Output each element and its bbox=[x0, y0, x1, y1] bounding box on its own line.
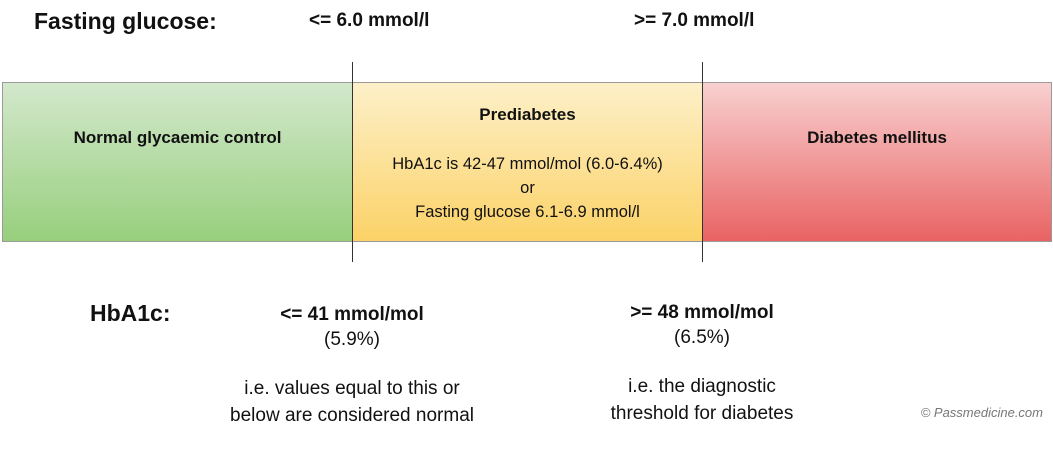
hba1c-normal-note-line2: below are considered normal bbox=[230, 405, 474, 426]
hba1c-title: HbA1c: bbox=[90, 300, 171, 326]
band-prediabetes-label: Prediabetes bbox=[479, 105, 576, 124]
hba1c-normal-note-line1: i.e. values equal to this or bbox=[244, 378, 460, 399]
prediabetes-hba1c-range: HbA1c is 42-47 mmol/mol (6.0-6.4%) bbox=[392, 155, 663, 173]
fasting-glucose-diabetes-threshold: >= 7.0 mmol/l bbox=[634, 10, 755, 31]
hba1c-normal-note: i.e. values equal to this or below are c… bbox=[182, 375, 522, 429]
hba1c-diabetes-percent: (6.5%) bbox=[674, 327, 730, 348]
prediabetes-or: or bbox=[520, 179, 535, 197]
hba1c-diabetes-block: >= 48 mmol/mol (6.5%) i.e. the diagnosti… bbox=[532, 301, 872, 427]
threshold-line-normal bbox=[352, 62, 353, 262]
copyright-notice: © Passmedicine.com bbox=[920, 405, 1043, 420]
hba1c-diabetes-value: >= 48 mmol/mol bbox=[630, 302, 774, 323]
band-diabetes-label: Diabetes mellitus bbox=[807, 128, 947, 147]
band-prediabetes: Prediabetes HbA1c is 42-47 mmol/mol (6.0… bbox=[352, 82, 703, 242]
prediabetes-glucose-range: Fasting glucose 6.1-6.9 mmol/l bbox=[415, 203, 640, 221]
hba1c-normal-percent: (5.9%) bbox=[324, 329, 380, 350]
hba1c-normal-value: <= 41 mmol/mol bbox=[280, 304, 424, 325]
fasting-glucose-title: Fasting glucose: bbox=[34, 8, 217, 34]
hba1c-diabetes-note-line2: threshold for diabetes bbox=[610, 403, 794, 424]
hba1c-diabetes-note: i.e. the diagnostic threshold for diabet… bbox=[532, 373, 872, 427]
band-normal: Normal glycaemic control bbox=[2, 82, 353, 242]
prediabetes-criteria: HbA1c is 42-47 mmol/mol (6.0-6.4%) or Fa… bbox=[353, 152, 702, 224]
threshold-line-diabetes bbox=[702, 62, 703, 262]
band-normal-label: Normal glycaemic control bbox=[73, 128, 282, 147]
hba1c-diabetes-note-line1: i.e. the diagnostic bbox=[628, 376, 776, 397]
fasting-glucose-normal-threshold: <= 6.0 mmol/l bbox=[309, 10, 430, 31]
band-diabetes: Diabetes mellitus bbox=[702, 82, 1052, 242]
hba1c-normal-block: <= 41 mmol/mol (5.9%) i.e. values equal … bbox=[182, 303, 522, 429]
